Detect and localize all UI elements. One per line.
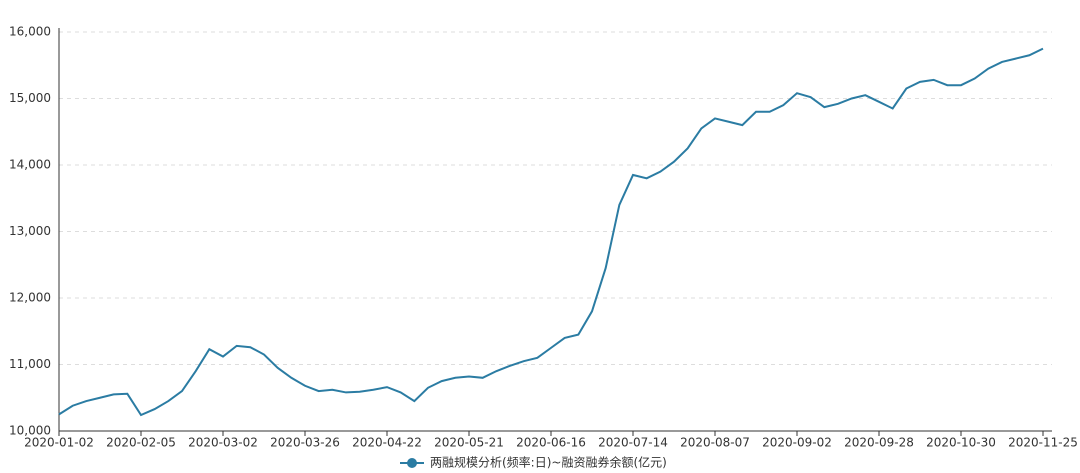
x-tick-label: 2020-09-02 <box>762 436 832 450</box>
x-tick-label: 2020-04-22 <box>352 436 422 450</box>
x-tick-label: 2020-09-28 <box>844 436 914 450</box>
y-tick-label: 11,000 <box>9 357 51 371</box>
x-tick-label: 2020-06-16 <box>516 436 586 450</box>
x-tick-label: 2020-03-26 <box>270 436 340 450</box>
x-tick-label: 2020-05-21 <box>434 436 504 450</box>
y-tick-label: 13,000 <box>9 224 51 238</box>
legend-label: 两融规模分析(频率:日)~融资融券余额(亿元) <box>430 455 667 470</box>
x-tick-label: 2020-07-14 <box>598 436 668 450</box>
x-tick-label: 2020-03-02 <box>188 436 258 450</box>
y-tick-label: 14,000 <box>9 158 51 172</box>
y-tick-label: 16,000 <box>9 25 51 39</box>
x-tick-label: 2020-11-25 <box>1008 436 1078 450</box>
x-tick-label: 2020-10-30 <box>926 436 996 450</box>
x-tick-label: 2020-02-05 <box>106 436 176 450</box>
legend-marker <box>407 458 417 468</box>
x-tick-label: 2020-01-02 <box>24 436 94 450</box>
y-tick-label: 15,000 <box>9 91 51 105</box>
x-tick-label: 2020-08-07 <box>680 436 750 450</box>
data-line <box>58 47 1044 417</box>
y-tick-label: 12,000 <box>9 291 51 305</box>
y-tick-label: 10,000 <box>9 424 51 438</box>
